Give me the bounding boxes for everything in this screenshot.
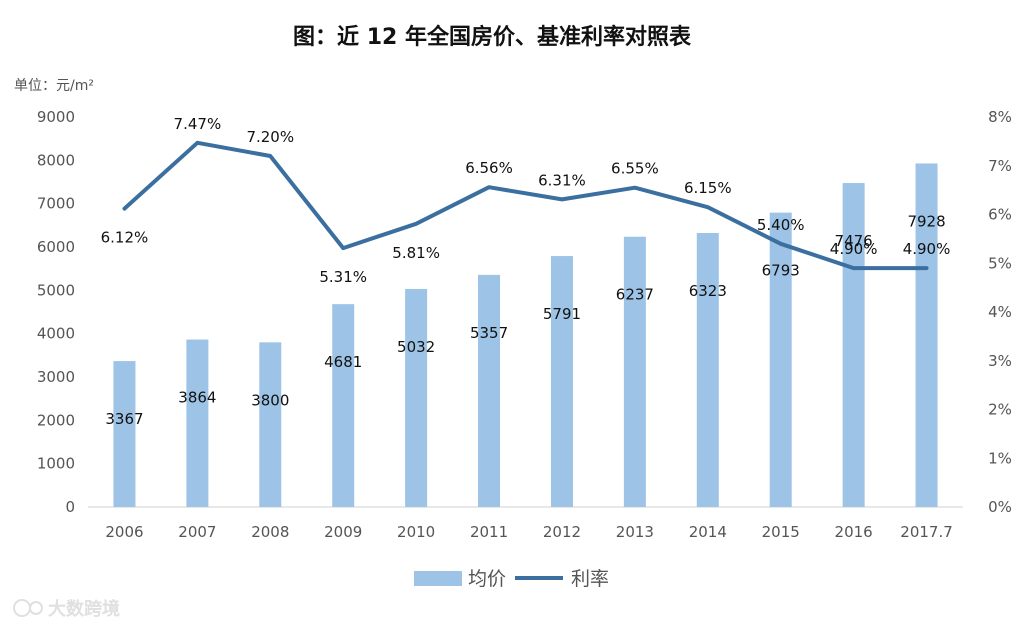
- y-tick-label: 9000: [37, 108, 75, 126]
- line-data-label: 6.55%: [611, 160, 659, 178]
- line-data-label: 4.90%: [903, 240, 951, 258]
- bar-data-label: 7476: [835, 232, 873, 250]
- x-tick-label: 2016: [835, 523, 873, 541]
- bar: [842, 183, 865, 508]
- x-tick-label: 2009: [324, 523, 362, 541]
- bar: [915, 163, 938, 507]
- y2-tick-label: 2%: [988, 401, 1012, 419]
- y-tick-label: 8000: [37, 151, 75, 169]
- y2-tick-label: 6%: [988, 206, 1012, 224]
- y2-tick-label: 4%: [988, 303, 1012, 321]
- bar-data-label: 3864: [178, 389, 216, 407]
- x-tick-label: 2017.7: [900, 523, 953, 541]
- unit-label: 单位：元/m²: [14, 78, 94, 94]
- line-data-label: 4.90%: [830, 240, 878, 258]
- legend: 均价 利率: [414, 568, 609, 590]
- x-tick-label: 2008: [251, 523, 289, 541]
- x-tick-label: 2007: [178, 523, 216, 541]
- y2-tick-label: 1%: [988, 449, 1012, 467]
- y2-tick-label: 7%: [988, 157, 1012, 175]
- bar: [478, 274, 501, 507]
- bar: [113, 361, 136, 507]
- y-tick-label: 7000: [37, 195, 75, 213]
- bar-data-label: 5357: [470, 324, 508, 342]
- bar-data-label: 6793: [762, 262, 800, 280]
- watermark-logo-icon: [13, 599, 31, 617]
- y-tick-label: 6000: [37, 238, 75, 256]
- line-data-label: 6.12%: [101, 229, 149, 247]
- line-data-label: 5.31%: [319, 268, 367, 286]
- y2-tick-label: 8%: [988, 108, 1012, 126]
- y-tick-label: 4000: [37, 325, 75, 343]
- line-data-label: 6.15%: [684, 179, 732, 197]
- bar: [623, 236, 646, 508]
- y2-tick-label: 5%: [988, 254, 1012, 272]
- y2-tick-label: 0%: [988, 498, 1012, 516]
- line-data-label: 7.47%: [174, 115, 222, 133]
- x-tick-label: 2015: [762, 523, 800, 541]
- bar-data-label: 3367: [105, 410, 143, 428]
- x-tick-label: 2013: [616, 523, 654, 541]
- line-data-label: 6.56%: [465, 159, 513, 177]
- x-tick-label: 2012: [543, 523, 581, 541]
- bar-data-label: 6237: [616, 286, 654, 304]
- line-path: [122, 140, 929, 271]
- bar-data-labels: 3367 3864 3800 4681 5032 5357 5791 6237 6323 6793…: [105, 212, 945, 428]
- y-tick-label: 5000: [37, 281, 75, 299]
- bar: [769, 212, 792, 508]
- y-tick-label: 1000: [37, 455, 75, 473]
- line-data-label: 5.81%: [392, 244, 440, 262]
- bar: [186, 339, 209, 507]
- line-series: [122, 140, 929, 271]
- y-tick-label: 3000: [37, 368, 75, 386]
- line-data-label: 6.31%: [538, 171, 586, 189]
- watermark: 大数跨境: [13, 598, 120, 620]
- y-tick-label: 0: [65, 498, 75, 516]
- legend-label-bar: 均价: [468, 568, 506, 590]
- bar-data-label: 7928: [907, 212, 945, 230]
- bar-data-label: 4681: [324, 353, 362, 371]
- x-tick-label: 2010: [397, 523, 435, 541]
- x-tick-label: 2011: [470, 523, 508, 541]
- bar: [332, 304, 355, 507]
- watermark-text: 大数跨境: [48, 598, 120, 620]
- bar: [550, 256, 573, 507]
- legend-label-line: 利率: [571, 568, 609, 590]
- bar: [259, 342, 282, 507]
- bar-data-label: 5032: [397, 338, 435, 356]
- chart-title: 图：近 12 年全国房价、基准利率对照表: [293, 24, 692, 50]
- x-axis: 2006 2007 2008 2009 2010 2011 2012 2013 2014 2015…: [105, 523, 952, 541]
- x-tick-label: 2014: [689, 523, 727, 541]
- line-data-label: 5.40%: [757, 216, 805, 234]
- line-data-labels: 6.12% 7.47% 7.20% 5.31% 5.81% 6.56% 6.31% 6.55%…: [101, 115, 951, 286]
- bar-series: [113, 163, 938, 508]
- bar: [405, 288, 428, 507]
- line-data-label: 7.20%: [246, 128, 294, 146]
- bar-data-label: 5791: [543, 305, 581, 323]
- y2-tick-label: 3%: [988, 352, 1012, 370]
- watermark-logo-icon-2: [29, 601, 43, 615]
- y-axis-right: 0% 1% 2% 3% 4% 5% 6% 7% 8%: [988, 108, 1012, 516]
- bar: [696, 233, 719, 507]
- y-axis-left: 0 1000 2000 3000 4000 5000 6000 7000 8000 9000: [37, 108, 75, 516]
- bar-data-label: 3800: [251, 391, 289, 409]
- y-tick-label: 2000: [37, 411, 75, 429]
- x-tick-label: 2006: [105, 523, 143, 541]
- legend-swatch-bar: [414, 571, 462, 586]
- bar-data-label: 6323: [689, 282, 727, 300]
